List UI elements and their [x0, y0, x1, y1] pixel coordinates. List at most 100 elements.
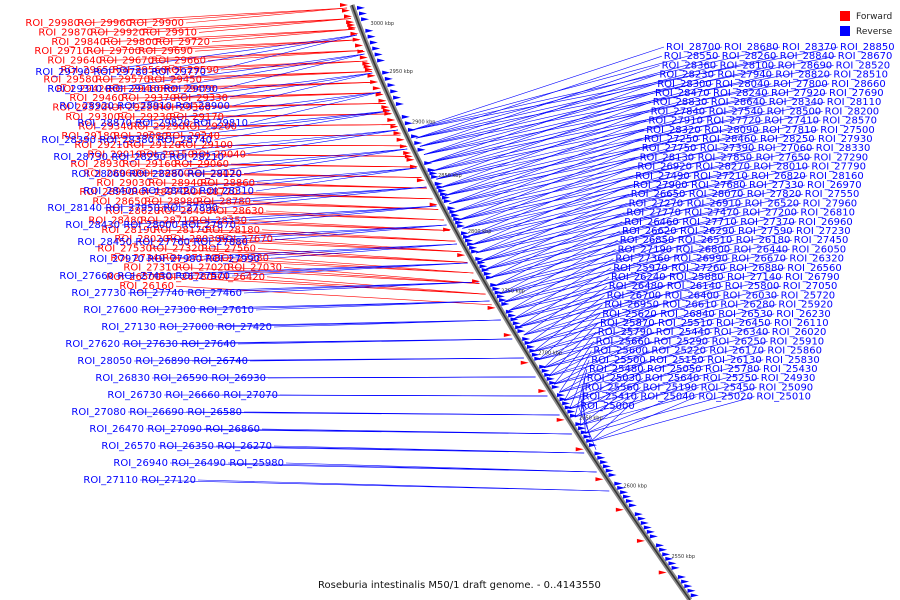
roi-connector: [219, 186, 427, 209]
forward-feature: [341, 8, 350, 13]
roi-connector: [411, 46, 781, 131]
roi-connector: [513, 258, 788, 319]
roi-label: ROI_27610: [199, 305, 254, 316]
reverse-feature: [681, 579, 690, 584]
roi-connector: [231, 262, 468, 277]
roi-connector: [574, 368, 704, 418]
roi-label: ROI_27570: [175, 271, 230, 282]
roi-label: ROI_25800: [725, 281, 780, 292]
roi-label: ROI_26340: [714, 327, 769, 338]
forward-feature: [355, 43, 364, 48]
reverse-feature: [580, 430, 589, 435]
roi-connector: [237, 338, 513, 345]
roi-label: ROI_26990: [673, 254, 728, 265]
roi-label: ROI_28420: [141, 186, 196, 197]
roi-connector: [90, 39, 359, 52]
roi-connector: [270, 257, 474, 274]
roi-label: ROI_27500: [820, 125, 875, 136]
roi-connector: [146, 18, 351, 33]
roi-label: ROI_25190: [643, 382, 698, 393]
reverse-feature: [429, 171, 438, 176]
reverse-feature: [377, 58, 386, 63]
reverse-feature: [508, 313, 517, 318]
roi-connector: [267, 376, 536, 379]
roi-connector: [127, 281, 479, 294]
roi-label: ROI_26700: [607, 290, 662, 301]
forward-feature: [381, 105, 390, 110]
roi-label: ROI_28140: [47, 203, 102, 214]
roi-connector: [580, 396, 591, 442]
roi-connector: [538, 304, 719, 360]
roi-label: ROI_27550: [805, 189, 860, 200]
reverse-feature: [369, 40, 378, 45]
reverse-feature: [605, 468, 614, 473]
roi-label: ROI_29070: [187, 168, 242, 179]
roi-connector: [533, 295, 663, 352]
reverse-feature: [608, 472, 617, 477]
roi-label: ROI_26110: [774, 318, 829, 329]
reverse-feature: [637, 516, 646, 521]
roi-label: ROI_25250: [703, 373, 758, 384]
reverse-feature: [512, 321, 521, 326]
roi-connector: [564, 350, 650, 401]
roi-connector: [559, 341, 768, 393]
roi-label: ROI_29920: [90, 27, 145, 38]
roi-label: ROI_29810: [193, 118, 248, 129]
roi-label: ROI_28930: [70, 159, 125, 170]
reverse-feature: [659, 547, 668, 552]
forward-feature: [615, 507, 624, 512]
roi-label: ROI_29180: [61, 131, 116, 142]
roi-label: ROI_25980: [229, 458, 284, 469]
roi-connector: [518, 267, 612, 328]
roi-connector: [230, 163, 417, 168]
roi-connector: [91, 34, 358, 73]
roi-connector: [499, 230, 621, 295]
roi-connector: [194, 39, 359, 52]
roi-connector: [509, 249, 790, 311]
roi-connector: [175, 285, 492, 306]
roi-label: ROI_25000: [580, 401, 635, 412]
roi-connector: [145, 243, 458, 260]
roi-label: ROI_29370: [121, 93, 176, 104]
roi-connector: [543, 313, 659, 369]
roi-connector: [273, 445, 585, 454]
roi-label: ROI_28920: [59, 101, 114, 112]
roi-connector: [528, 285, 665, 344]
roi-label: ROI_25010: [756, 392, 811, 403]
forward-feature: [346, 20, 355, 25]
roi-connector: [485, 203, 743, 270]
reverse-feature: [382, 70, 391, 75]
roi-label: ROI_28940: [148, 178, 203, 189]
roi-label: ROI_26800: [676, 244, 731, 255]
roi-connector: [444, 120, 647, 196]
roi-label: ROI_29290: [130, 121, 185, 132]
roi-connector: [585, 387, 699, 434]
roi-label: ROI_28190: [101, 225, 156, 236]
roi-label: ROI_28310: [199, 186, 254, 197]
roi-connector: [489, 212, 625, 278]
roi-label: ROI_28250: [760, 134, 815, 145]
reverse-feature: [365, 28, 374, 33]
reverse-feature: [407, 127, 416, 132]
roi-label: ROI_26890: [135, 356, 190, 367]
roi-label: ROI_29010: [87, 150, 142, 161]
roi-connector: [489, 212, 683, 278]
forward-feature: [443, 227, 452, 232]
roi-label: ROI_29960: [77, 18, 132, 29]
roi-label: ROI_27690: [829, 88, 884, 99]
roi-label: ROI_27620: [65, 339, 120, 350]
roi-label: ROI_27370: [740, 217, 795, 228]
reverse-feature: [443, 199, 452, 204]
roi-label: ROI_29900: [129, 18, 184, 29]
roi-label: ROI_25780: [705, 364, 760, 375]
roi-connector: [444, 120, 763, 196]
reverse-feature: [600, 460, 609, 465]
roi-connector: [427, 83, 830, 164]
roi-label: ROI_27060: [758, 143, 813, 154]
connector-lines: [81, 7, 839, 492]
reverse-feature: [390, 89, 399, 94]
reverse-feature: [411, 134, 420, 139]
roi-label: ROI_26960: [798, 217, 853, 228]
roi-connector: [411, 46, 839, 131]
roi-label: ROI_28030: [166, 234, 221, 245]
